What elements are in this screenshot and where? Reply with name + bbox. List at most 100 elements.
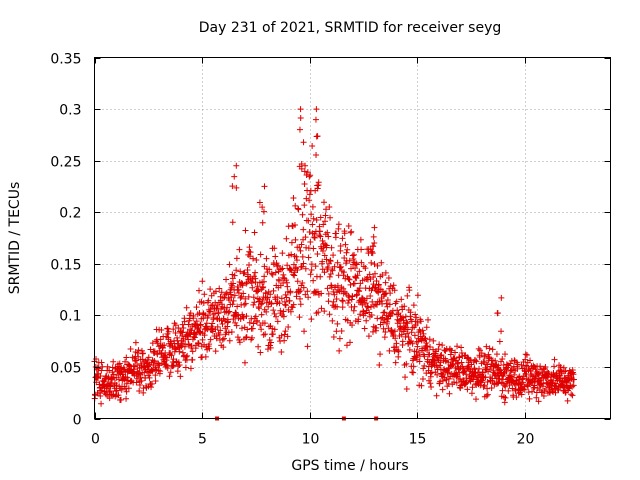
data-point — [179, 329, 186, 336]
y-tick-label: 0.05 — [50, 361, 81, 377]
data-point — [299, 211, 306, 218]
data-point — [118, 396, 125, 403]
data-point — [201, 291, 208, 298]
data-point — [261, 263, 268, 270]
data-point — [327, 258, 334, 265]
data-point — [378, 259, 385, 266]
y-tick-label: 0.15 — [50, 258, 81, 274]
data-point — [317, 214, 324, 221]
data-point — [403, 319, 410, 326]
data-point — [193, 330, 200, 337]
data-point — [426, 377, 433, 384]
data-point — [231, 272, 238, 279]
data-point — [345, 275, 352, 282]
data-point — [268, 300, 275, 307]
data-point — [330, 298, 337, 305]
data-point — [135, 347, 142, 354]
data-point — [264, 294, 271, 301]
data-point — [115, 376, 122, 383]
data-point — [312, 263, 319, 270]
data-point — [386, 347, 393, 354]
data-point — [444, 369, 451, 376]
data-point — [271, 245, 278, 252]
data-point — [379, 271, 386, 278]
data-point — [255, 343, 262, 350]
data-point — [327, 214, 334, 221]
data-point — [353, 261, 360, 268]
data-point — [252, 279, 259, 286]
data-point — [346, 257, 353, 264]
data-point — [373, 278, 380, 285]
data-point — [247, 249, 254, 256]
data-point — [233, 162, 240, 169]
data-point — [502, 383, 509, 390]
data-point — [310, 245, 317, 252]
data-point — [302, 291, 309, 298]
data-point — [193, 304, 200, 311]
data-point — [99, 363, 106, 370]
data-point — [555, 387, 562, 394]
data-point — [327, 271, 334, 278]
data-point — [185, 321, 192, 328]
data-point — [437, 352, 444, 359]
data-point — [472, 357, 479, 364]
data-point — [504, 361, 511, 368]
data-point — [158, 350, 165, 357]
data-point — [343, 342, 350, 349]
data-point — [273, 313, 280, 320]
data-point — [212, 348, 219, 355]
data-point — [271, 326, 278, 333]
data-point — [115, 392, 122, 399]
data-point — [233, 184, 240, 191]
data-point — [509, 374, 516, 381]
data-point — [398, 296, 405, 303]
data-point — [306, 197, 313, 204]
data-point — [204, 326, 211, 333]
data-point — [189, 356, 196, 363]
data-point — [421, 353, 428, 360]
x-tick-label: 15 — [409, 432, 427, 448]
data-point — [407, 309, 414, 316]
data-point — [283, 294, 290, 301]
data-point — [270, 331, 276, 338]
data-point — [362, 265, 369, 272]
data-point — [525, 389, 532, 396]
data-point — [265, 303, 272, 310]
data-point — [427, 373, 434, 380]
data-point — [245, 293, 252, 300]
data-point — [456, 354, 463, 361]
data-point — [135, 353, 142, 360]
data-point — [311, 234, 318, 241]
y-tick-label: 0.35 — [50, 52, 81, 68]
data-point — [421, 335, 428, 342]
data-point — [502, 394, 509, 401]
data-point — [249, 325, 256, 332]
data-point — [347, 339, 354, 346]
data-point — [157, 336, 164, 343]
data-point — [552, 389, 559, 396]
data-point — [496, 338, 503, 345]
data-point — [294, 205, 301, 212]
plot-frame — [94, 57, 611, 419]
data-point — [263, 308, 270, 315]
data-point — [395, 348, 402, 355]
data-point — [438, 352, 445, 359]
data-point — [294, 278, 301, 285]
data-point — [163, 354, 170, 361]
data-point — [270, 287, 277, 294]
data-point — [404, 326, 411, 333]
data-point — [218, 289, 225, 296]
data-point — [568, 391, 575, 398]
data-point — [356, 285, 363, 292]
data-point — [123, 388, 130, 395]
data-point — [551, 356, 558, 363]
data-point — [537, 363, 544, 370]
data-point — [133, 357, 140, 364]
data-point — [297, 115, 304, 122]
data-point — [123, 395, 130, 402]
data-point — [368, 249, 375, 256]
data-point — [356, 288, 363, 295]
data-point — [499, 355, 506, 362]
data-point — [226, 308, 233, 315]
data-point — [304, 288, 311, 295]
